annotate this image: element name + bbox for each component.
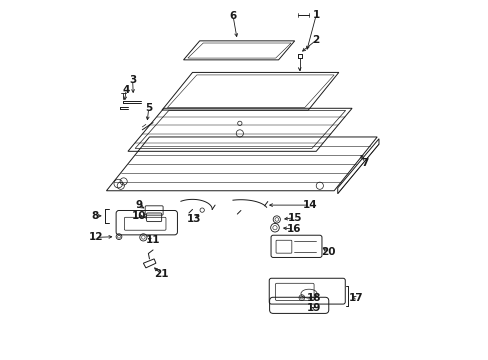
Text: 12: 12	[89, 232, 103, 242]
Text: 9: 9	[135, 200, 142, 210]
Text: 16: 16	[286, 224, 301, 234]
Text: 19: 19	[306, 303, 321, 314]
Text: 20: 20	[321, 247, 335, 257]
Text: 14: 14	[302, 200, 317, 210]
Text: 17: 17	[347, 293, 362, 303]
Text: 18: 18	[306, 293, 321, 303]
Text: 2: 2	[312, 35, 319, 45]
Text: 3: 3	[129, 75, 136, 85]
Text: 1: 1	[312, 10, 319, 20]
Text: 8: 8	[91, 211, 98, 221]
Text: 4: 4	[122, 85, 130, 95]
Text: 13: 13	[186, 215, 201, 224]
Text: 6: 6	[229, 11, 236, 21]
Text: 10: 10	[131, 211, 145, 221]
Text: 7: 7	[361, 158, 368, 168]
Text: 15: 15	[287, 213, 301, 222]
Text: 21: 21	[154, 269, 168, 279]
Text: 11: 11	[145, 235, 160, 245]
Text: 5: 5	[145, 103, 152, 113]
